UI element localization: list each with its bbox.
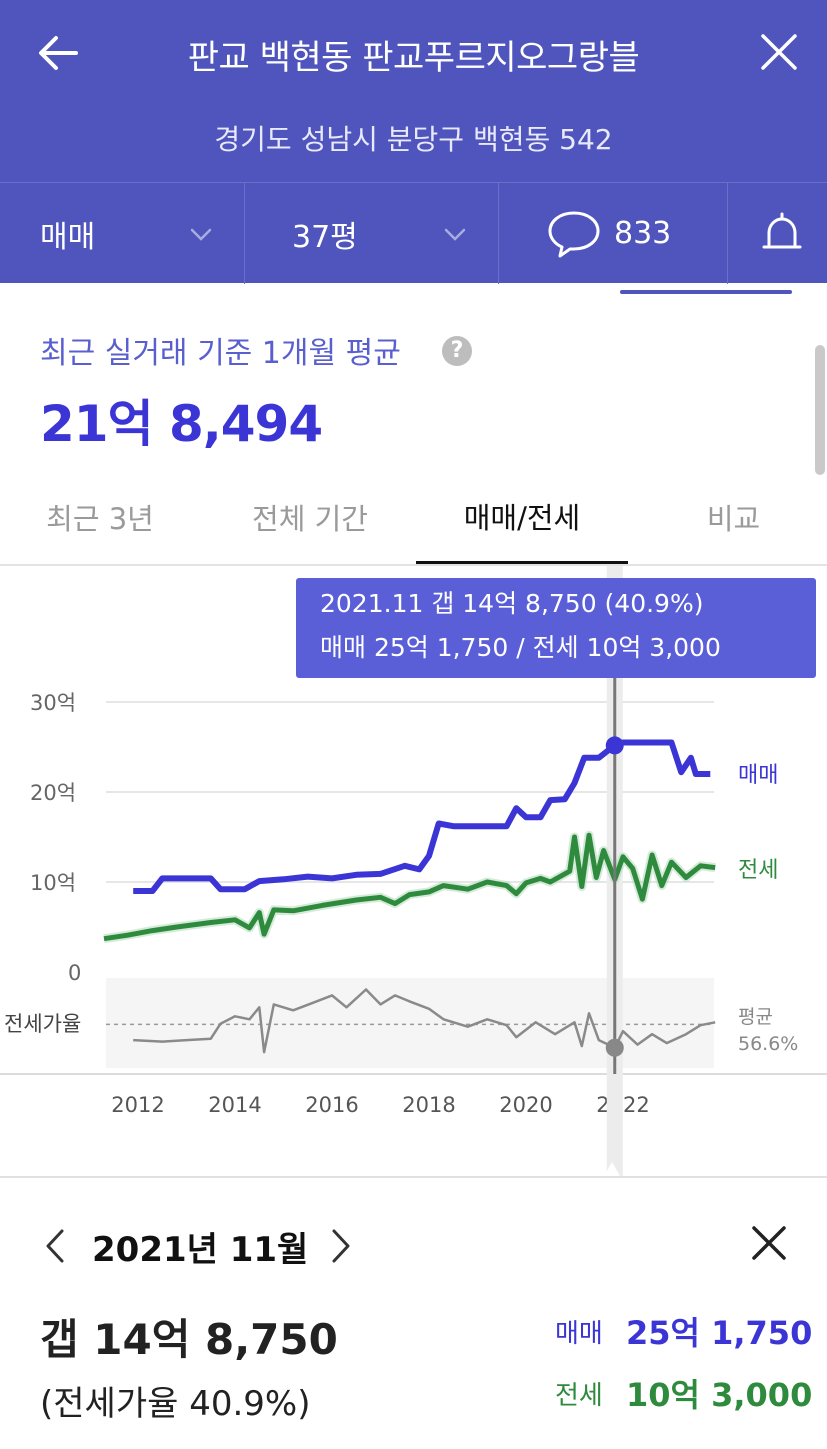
detail-month: 2021년 11월 bbox=[92, 1230, 309, 1270]
period-tabs: 최근 3년 전체 기간 매매/전세 비교 bbox=[0, 470, 827, 566]
app-header: 판교 백현동 판교푸르지오그랑블 경기도 성남시 분당구 백현동 542 매매 … bbox=[0, 0, 827, 284]
legend-sale: 매매 bbox=[738, 763, 778, 788]
sale-value: 25억 1,750 bbox=[626, 1314, 813, 1352]
scrollbar[interactable] bbox=[815, 345, 825, 475]
chevron-down-icon bbox=[444, 228, 466, 241]
size-select[interactable]: 37평 bbox=[292, 183, 358, 284]
sale-selected-point bbox=[605, 736, 624, 755]
chevron-left-icon[interactable] bbox=[38, 1226, 72, 1266]
comment-count: 833 bbox=[614, 216, 672, 251]
y-tick-label: 10억 bbox=[30, 871, 76, 895]
y-tick-label: 20억 bbox=[30, 781, 76, 805]
close-icon[interactable] bbox=[755, 28, 803, 76]
filter-bar: 매매 37평 833 bbox=[0, 182, 827, 284]
jeonse-value: 10억 3,000 bbox=[626, 1376, 813, 1414]
tab-recent-3y[interactable]: 최근 3년 bbox=[46, 502, 154, 536]
deal-type-select[interactable]: 매매 bbox=[40, 183, 95, 284]
y-tick-label: 30억 bbox=[30, 691, 76, 715]
tooltip: 2021.11 갭 14억 8,750 (40.9%) 매매 25억 1,750… bbox=[296, 578, 816, 678]
pointer-notch bbox=[604, 1162, 620, 1176]
ratio-avg-label: 평균 bbox=[738, 1006, 773, 1028]
tab-compare[interactable]: 비교 bbox=[706, 502, 761, 536]
tooltip-box bbox=[296, 578, 816, 678]
gap-amount: 갭 14억 8,750 bbox=[40, 1315, 338, 1364]
jeonse-series-line bbox=[103, 832, 716, 942]
x-tick-label: 2020 bbox=[499, 1093, 552, 1117]
bell-icon[interactable] bbox=[758, 211, 806, 259]
sale-label: 매매 bbox=[555, 1319, 603, 1349]
divider bbox=[244, 183, 245, 284]
y-tick-label: 0 bbox=[68, 961, 81, 985]
chat-bubble-icon bbox=[548, 211, 600, 257]
legend-ratio: 전세가율 bbox=[4, 1012, 81, 1036]
tooltip-line-1: 2021.11 갭 14억 8,750 (40.9%) bbox=[320, 589, 703, 618]
scroll-indicator bbox=[620, 290, 792, 294]
divider bbox=[498, 183, 499, 284]
x-tick-label: 2018 bbox=[402, 1093, 455, 1117]
ratio-avg-value: 56.6% bbox=[738, 1033, 798, 1055]
detail-panel: 2021년 11월 갭 14억 8,750 (전세가율 40.9%) 매매 25… bbox=[0, 1176, 827, 1449]
ratio-series-line bbox=[133, 988, 716, 1054]
x-tick-label: 2012 bbox=[111, 1093, 164, 1117]
comments-button[interactable]: 833 bbox=[546, 183, 671, 284]
close-icon[interactable] bbox=[748, 1222, 790, 1264]
chevron-down-icon bbox=[190, 228, 212, 241]
back-arrow-icon[interactable] bbox=[34, 28, 84, 78]
legend-jeonse: 전세 bbox=[738, 858, 778, 883]
page-title: 판교 백현동 판교푸르지오그랑블 bbox=[187, 38, 640, 78]
tab-sale-jeonse[interactable]: 매매/전세 bbox=[416, 470, 628, 564]
x-tick-label: 2016 bbox=[305, 1093, 358, 1117]
help-icon[interactable]: ? bbox=[442, 336, 472, 366]
ratio-band bbox=[106, 978, 714, 1068]
ratio-selected-point bbox=[605, 1038, 624, 1057]
tooltip-line-2: 매매 25억 1,750 / 전세 10억 3,000 bbox=[320, 633, 721, 662]
price-chart[interactable]: 30억 20억 10억 0 2012 2014 2016 2018 2020 2022 매매 전… bbox=[0, 566, 827, 1176]
jeonse-label: 전세 bbox=[555, 1381, 603, 1411]
chevron-right-icon[interactable] bbox=[324, 1226, 358, 1266]
recent-average-label: 최근 실거래 기준 1개월 평균 bbox=[40, 336, 401, 371]
tab-all-period[interactable]: 전체 기간 bbox=[252, 502, 368, 536]
jeonse-ratio-text: (전세가율 40.9%) bbox=[40, 1384, 311, 1424]
x-tick-label: 2022 bbox=[596, 1093, 649, 1117]
address-text: 경기도 성남시 분당구 백현동 542 bbox=[214, 123, 613, 156]
size-label: 37평 bbox=[292, 219, 358, 255]
x-tick-label: 2014 bbox=[208, 1093, 261, 1117]
sale-series-line bbox=[133, 739, 711, 894]
divider bbox=[727, 183, 728, 284]
deal-type-label: 매매 bbox=[40, 219, 96, 255]
average-price: 21억 8,494 bbox=[40, 395, 323, 453]
